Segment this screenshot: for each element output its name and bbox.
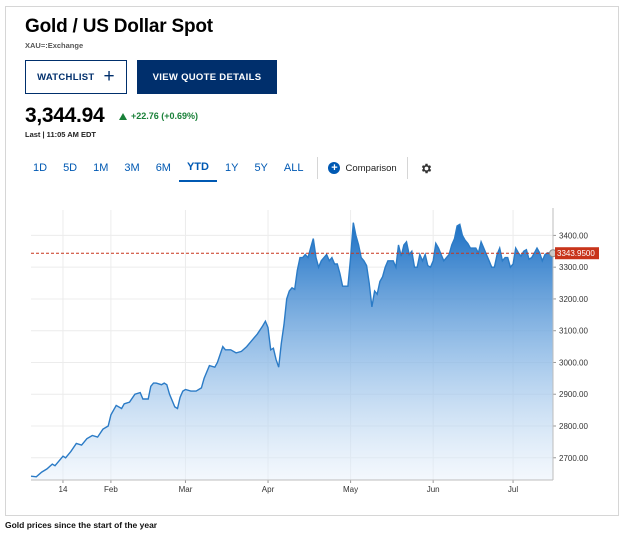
watchlist-label: WATCHLIST [37,71,95,83]
price-area [31,222,553,480]
y-tick-label: 3300.00 [559,263,588,272]
price-change-value: +22.76 (+0.69%) [131,111,199,121]
comparison-label: Comparison [345,162,397,174]
y-tick-label: 3400.00 [559,231,588,240]
tab-5d[interactable]: 5D [63,162,78,174]
comparison-button[interactable]: + Comparison [324,162,400,174]
timeframe-tabs: 1D 5D 1M 3M 6M YTD 1Y 5Y ALL + Compariso… [25,154,439,182]
view-quote-details-button[interactable]: VIEW QUOTE DETAILS [137,60,277,94]
tab-all[interactable]: ALL [283,162,304,174]
chart-caption: Gold prices since the start of the year [5,520,158,530]
tab-1d[interactable]: 1D [33,162,48,174]
watchlist-button[interactable]: WATCHLIST + [25,60,127,94]
x-tick-label: May [343,485,358,494]
price-line [30,222,553,478]
y-tick-label: 3000.00 [559,358,588,367]
price-change: +22.76 (+0.69%) [119,111,198,121]
last-updated: Last | 11:05 AM EDT [25,130,97,139]
exchange-label: XAU=:Exchange [25,41,84,50]
page-title: Gold / US Dollar Spot [25,16,213,37]
up-triangle-icon [119,112,127,120]
y-tick-label: 3100.00 [559,327,588,336]
x-tick-label: Feb [104,485,118,494]
x-tick-label: 14 [59,485,68,494]
tab-3m[interactable]: 3M [124,162,140,174]
tab-divider [317,157,319,179]
y-tick-label: 3200.00 [559,295,588,304]
chart-settings-button[interactable] [414,162,439,175]
current-price-tag [555,247,599,260]
current-price-tag-label: 3343.9500 [557,249,595,258]
tab-6m[interactable]: 6M [155,162,171,174]
x-tick-label: Apr [262,485,275,494]
add-comparison-icon: + [328,162,341,174]
gear-icon [421,163,431,173]
tab-5y[interactable]: 5Y [254,162,268,174]
y-tick-label: 2700.00 [559,454,588,463]
y-tick-label: 2800.00 [559,422,588,431]
tab-1m[interactable]: 1M [93,162,109,174]
x-tick-label: Jun [427,485,440,494]
y-tick-label: 2900.00 [559,390,588,399]
tab-divider [406,157,408,179]
plus-icon: + [103,65,115,87]
current-price: 3,344.94 [25,104,105,127]
x-tick-label: Jul [508,485,518,494]
x-tick-label: Mar [179,485,193,494]
tab-ytd[interactable]: YTD [178,154,217,182]
tab-1y[interactable]: 1Y [224,162,239,174]
